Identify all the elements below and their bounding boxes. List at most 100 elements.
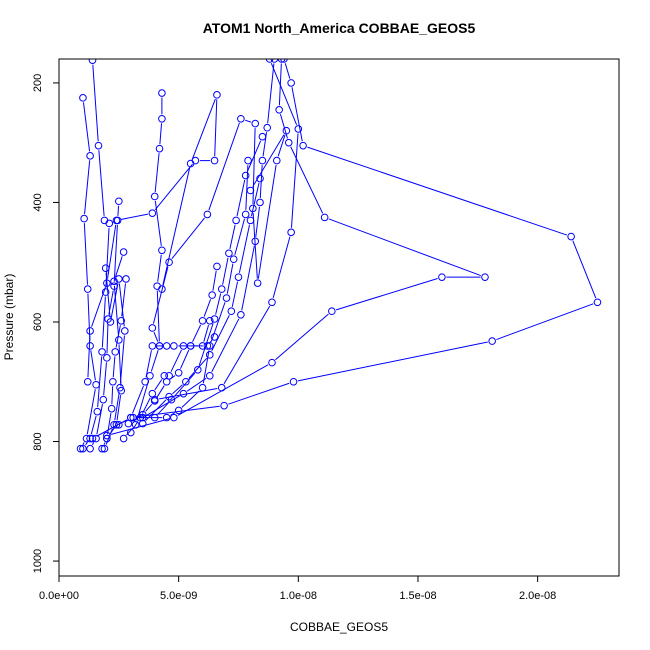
- data-point: [117, 386, 126, 395]
- data-point: [153, 282, 161, 290]
- series-segment: [83, 223, 88, 285]
- series-segment: [188, 357, 208, 379]
- series-segment: [84, 160, 91, 215]
- data-point: [289, 377, 298, 386]
- series-segment: [252, 212, 258, 279]
- series-segment: [145, 350, 152, 378]
- x-axis-label: COBBAE_GEOS5: [290, 620, 388, 634]
- series-segment: [82, 102, 91, 152]
- series-segment: [270, 62, 298, 125]
- series-segment: [231, 281, 239, 307]
- series-segment: [238, 224, 251, 273]
- data-point: [86, 444, 94, 453]
- data-point: [99, 395, 108, 404]
- series-segment: [154, 200, 162, 246]
- series-segment: [132, 421, 139, 430]
- x-tick-label: 0.0e+00: [39, 590, 79, 602]
- data-point: [275, 106, 283, 114]
- data-point: [80, 214, 88, 223]
- series-segment: [169, 375, 176, 380]
- data-point: [103, 279, 111, 287]
- data-point: [121, 327, 129, 335]
- data-point: [287, 228, 295, 237]
- data-point: [213, 262, 221, 271]
- data-point: [117, 316, 126, 325]
- data-point: [593, 298, 602, 307]
- data-point: [86, 327, 94, 335]
- data-point: [203, 210, 212, 219]
- series-segment: [174, 372, 196, 397]
- series-segment: [118, 283, 125, 327]
- series-segment: [181, 390, 200, 408]
- data-point: [256, 198, 264, 207]
- series-segment: [214, 99, 218, 157]
- x-axis: 0.0e+00 5.0e-09 1.0e-08 1.5e-08 2.0e-08: [39, 576, 556, 602]
- profile-series: [88, 59, 602, 443]
- data-point: [287, 79, 295, 87]
- data-point: [481, 273, 489, 281]
- series-segment: [91, 287, 106, 327]
- data-point: [284, 138, 293, 147]
- profile-series: [83, 91, 221, 386]
- series-segment: [267, 63, 275, 124]
- series-segment: [107, 224, 117, 279]
- series-segment: [162, 167, 191, 285]
- series-segment: [111, 386, 114, 405]
- data-point: [79, 444, 87, 453]
- data-point: [186, 342, 195, 350]
- data-point: [232, 216, 240, 225]
- series-segment: [113, 285, 119, 336]
- data-point: [263, 123, 272, 132]
- data-point: [567, 232, 575, 241]
- series-segment: [192, 324, 202, 343]
- series-segment: [107, 413, 112, 435]
- data-point: [103, 354, 111, 362]
- data-point: [174, 368, 183, 377]
- x-tick-label: 1.0e-08: [280, 590, 317, 602]
- series-segment: [132, 385, 144, 414]
- data-point: [106, 318, 115, 326]
- data-point: [198, 316, 207, 325]
- series-segment: [110, 283, 119, 318]
- data-point: [272, 156, 281, 165]
- series-segment: [106, 323, 109, 354]
- data-point: [162, 342, 171, 350]
- data-point: [282, 126, 291, 135]
- series-segment: [236, 179, 246, 217]
- series-segment: [277, 134, 286, 157]
- data-point: [83, 285, 92, 293]
- data-point: [146, 371, 154, 380]
- series-segment: [90, 350, 96, 381]
- y-tick-label: 200: [32, 74, 44, 92]
- data-point: [268, 298, 276, 307]
- series-segment: [119, 335, 125, 384]
- series-segment: [145, 403, 153, 412]
- data-point: [217, 285, 226, 293]
- series-segment: [154, 163, 193, 211]
- data-point: [158, 114, 166, 123]
- data-point: [109, 377, 117, 386]
- series-segment: [203, 299, 212, 317]
- data-point: [174, 406, 183, 415]
- series-segment: [150, 350, 159, 372]
- data-point: [82, 434, 91, 443]
- data-point: [86, 434, 94, 443]
- data-point: [241, 171, 250, 180]
- data-point: [258, 156, 267, 165]
- profile-series: [124, 262, 221, 428]
- data-point: [328, 307, 336, 316]
- data-point: [210, 315, 219, 323]
- series-segment: [96, 404, 103, 435]
- data-point: [253, 279, 262, 287]
- data-point: [299, 141, 307, 150]
- series-segment: [250, 182, 260, 217]
- series-segment: [202, 350, 210, 384]
- data-point: [112, 420, 121, 429]
- data-point: [148, 209, 157, 218]
- series-segment: [272, 236, 291, 299]
- series-segment: [284, 63, 291, 79]
- data-point: [227, 307, 236, 316]
- data-point: [79, 94, 87, 102]
- data-point: [220, 401, 228, 410]
- data-point: [129, 413, 137, 422]
